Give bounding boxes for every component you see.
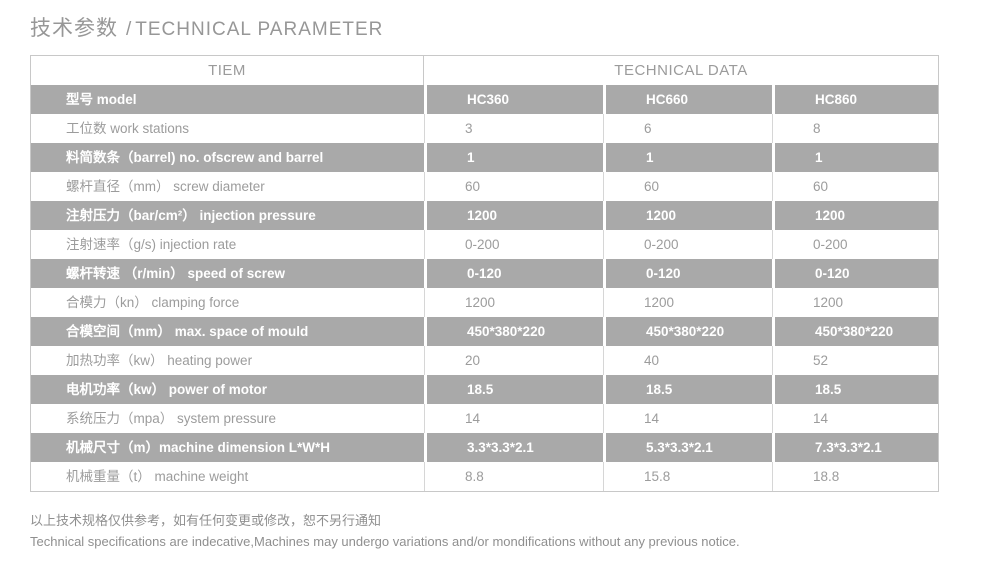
cell-value-col1: 18.5 [424, 375, 603, 404]
row-label: 料简数条（barrel) no. ofscrew and barrel [31, 143, 424, 172]
table-row: 注射速率（g/s) injection rate 0-200 0-200 0-2… [31, 230, 938, 259]
cell-value-col3: 52 [772, 346, 938, 375]
header-technical-data-cell: TECHNICAL DATA [614, 62, 748, 79]
cell-value-col2: 60 [603, 172, 772, 201]
cell-value-col2: 6 [603, 114, 772, 143]
table-row: 系统压力（mpa） system pressure 14 14 14 [31, 404, 938, 433]
cell-value-col2: 1 [603, 143, 772, 172]
row-label: 合模空间（mm） max. space of mould [31, 317, 424, 346]
row-label: 注射压力（bar/cm²） injection pressure [31, 201, 424, 230]
footer-note-zh: 以上技术规格仅供参考，如有任何变更或修改，恕不另行通知 [30, 513, 382, 528]
cell-value-col1: 60 [424, 172, 603, 201]
row-label: 螺杆直径（mm） screw diameter [66, 179, 265, 194]
cell-value-col3: 14 [772, 404, 938, 433]
table-row: 合模力（kn） clamping force 1200 1200 1200 [31, 288, 938, 317]
row-label: 机械重量（t） machine weight [66, 469, 249, 484]
table-row: 合模空间（mm） max. space of mould 450*380*220… [31, 317, 938, 346]
table-header-row: TIEM TECHNICAL DATA [31, 56, 938, 85]
cell-value-col1: 1 [424, 143, 603, 172]
row-label: 工位数 work stations [66, 121, 190, 136]
cell-value-col2: 5.3*3.3*2.1 [603, 433, 772, 462]
table-row: 料简数条（barrel) no. ofscrew and barrel 1 1 … [31, 143, 938, 172]
table-row: 加热功率（kw） heating power 20 40 52 [31, 346, 938, 375]
footer-note-en: Technical specifications are indecative,… [30, 534, 740, 549]
table-row: 螺杆直径（mm） screw diameter 60 60 60 [31, 172, 938, 201]
cell-value-col3: 450*380*220 [772, 317, 938, 346]
cell-value-col1: HC360 [424, 85, 603, 114]
cell-value-col1: 8.8 [424, 462, 603, 491]
table-row: 螺杆转速 （r/min） speed of screw 0-120 0-120 … [31, 259, 938, 288]
cell-value-col3: 8 [772, 114, 938, 143]
cell-value-col2: 0-200 [603, 230, 772, 259]
cell-value-col2: HC660 [603, 85, 772, 114]
table-row: 电机功率（kw） power of motor 18.5 18.5 18.5 [31, 375, 938, 404]
row-label: 电机功率（kw） power of motor [31, 375, 424, 404]
cell-value-col3: HC860 [772, 85, 938, 114]
table-body: 型号 model HC360 HC660 HC860 工位数 work stat… [31, 85, 938, 491]
table-row: 机械重量（t） machine weight 8.8 15.8 18.8 [31, 462, 938, 491]
cell-value-col1: 3.3*3.3*2.1 [424, 433, 603, 462]
cell-value-col1: 450*380*220 [424, 317, 603, 346]
cell-value-col1: 3 [424, 114, 603, 143]
page-title-divider: / [126, 19, 132, 40]
cell-value-col3: 18.5 [772, 375, 938, 404]
table-row: 注射压力（bar/cm²） injection pressure 1200 12… [31, 201, 938, 230]
cell-value-col2: 0-120 [603, 259, 772, 288]
cell-value-col1: 20 [424, 346, 603, 375]
table-row: 机械尺寸（m）machine dimension L*W*H 3.3*3.3*2… [31, 433, 938, 462]
row-label: 系统压力（mpa） system pressure [66, 411, 277, 426]
cell-value-col3: 1200 [772, 201, 938, 230]
cell-value-col3: 0-200 [772, 230, 938, 259]
table-row: 工位数 work stations 3 6 8 [31, 114, 938, 143]
cell-value-col2: 18.5 [603, 375, 772, 404]
footer-notes: 以上技术规格仅供参考，如有任何变更或修改，恕不另行通知 Technical sp… [30, 510, 740, 552]
cell-value-col3: 0-120 [772, 259, 938, 288]
cell-value-col2: 1200 [603, 288, 772, 317]
table-row: 型号 model HC360 HC660 HC860 [31, 85, 938, 114]
page-title-zh: 技术参数 [30, 17, 118, 40]
cell-value-col3: 1 [772, 143, 938, 172]
cell-value-col1: 1200 [424, 288, 603, 317]
cell-value-col2: 1200 [603, 201, 772, 230]
cell-value-col3: 7.3*3.3*2.1 [772, 433, 938, 462]
cell-value-col2: 14 [603, 404, 772, 433]
cell-value-col3: 1200 [772, 288, 938, 317]
cell-value-col3: 60 [772, 172, 938, 201]
cell-value-col1: 14 [424, 404, 603, 433]
cell-value-col2: 40 [603, 346, 772, 375]
page-title-en: TECHNICAL PARAMETER [135, 19, 384, 40]
row-label: 注射速率（g/s) injection rate [66, 237, 237, 252]
cell-value-col1: 0-120 [424, 259, 603, 288]
header-item-cell: TIEM [31, 56, 424, 85]
parameter-table: TIEM TECHNICAL DATA 型号 model HC360 HC660… [30, 55, 939, 492]
row-label: 机械尺寸（m）machine dimension L*W*H [31, 433, 424, 462]
cell-value-col3: 18.8 [772, 462, 938, 491]
cell-value-col1: 0-200 [424, 230, 603, 259]
row-label: 加热功率（kw） heating power [66, 353, 253, 368]
cell-value-col2: 15.8 [603, 462, 772, 491]
row-label: 型号 model [31, 85, 424, 114]
page-title: 技术参数 / TECHNICAL PARAMETER [30, 12, 383, 42]
row-label: 合模力（kn） clamping force [66, 295, 240, 310]
row-label: 螺杆转速 （r/min） speed of screw [31, 259, 424, 288]
cell-value-col1: 1200 [424, 201, 603, 230]
cell-value-col2: 450*380*220 [603, 317, 772, 346]
